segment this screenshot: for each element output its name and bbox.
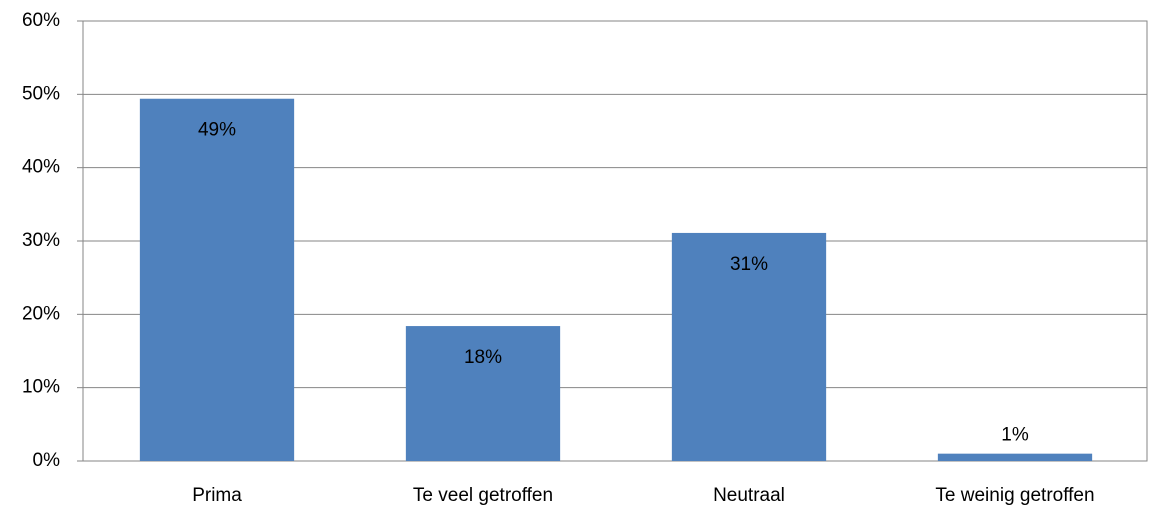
bar bbox=[139, 98, 295, 461]
bar bbox=[671, 232, 827, 461]
y-tick-label: 10% bbox=[22, 377, 60, 398]
x-tick-label: Te weinig getroffen bbox=[935, 485, 1094, 506]
bar bbox=[937, 453, 1093, 461]
x-tick-label: Prima bbox=[192, 485, 242, 506]
data-label: 1% bbox=[1001, 425, 1029, 446]
y-tick-label: 50% bbox=[22, 83, 60, 104]
plot-border bbox=[82, 20, 1148, 462]
y-tick-label: 40% bbox=[22, 157, 60, 178]
y-tick-label: 20% bbox=[22, 303, 60, 324]
x-tick-label: Te veel getroffen bbox=[413, 485, 553, 506]
data-label: 49% bbox=[198, 120, 236, 141]
bar bbox=[405, 326, 561, 461]
x-tick-label: Neutraal bbox=[713, 485, 785, 506]
y-tick-label: 0% bbox=[33, 450, 61, 471]
data-label: 31% bbox=[730, 254, 768, 275]
y-tick-label: 30% bbox=[22, 230, 60, 251]
data-label: 18% bbox=[464, 347, 502, 368]
y-tick-label: 60% bbox=[22, 10, 60, 31]
